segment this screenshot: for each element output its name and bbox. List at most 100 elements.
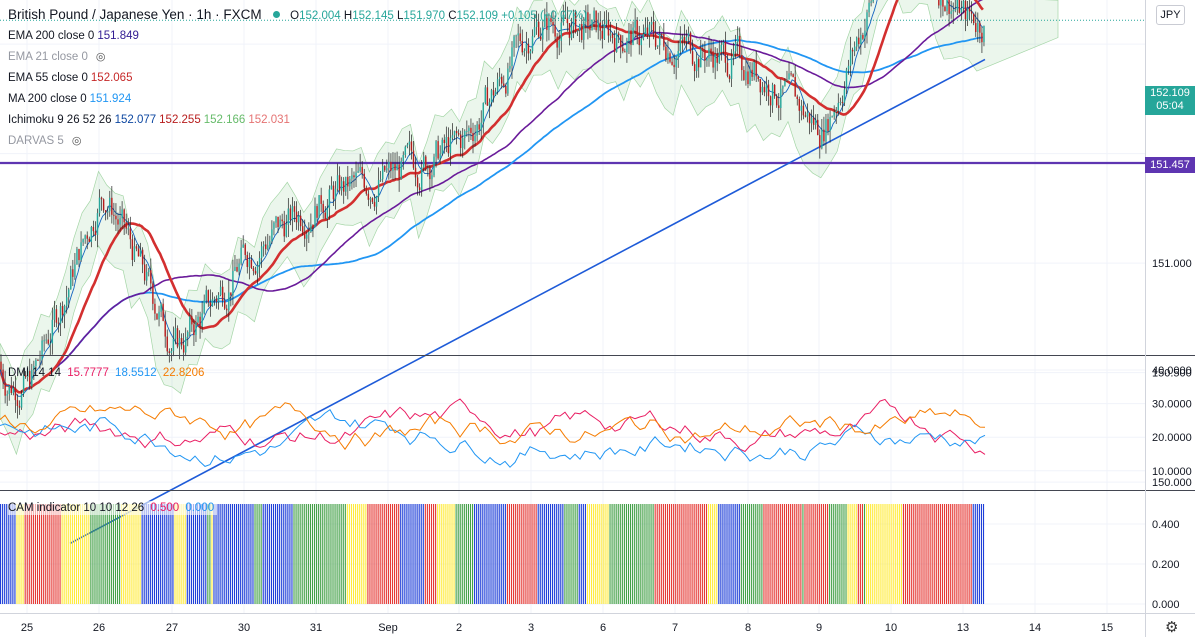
cam-bar	[958, 504, 960, 604]
cam-bar	[506, 504, 508, 604]
cam-bar	[129, 504, 131, 604]
price-pane[interactable]	[0, 0, 1145, 545]
candle-body	[864, 30, 866, 39]
cam-bar	[701, 504, 703, 604]
cam-bar	[818, 504, 820, 604]
candle-body	[698, 58, 700, 68]
candle-body	[730, 57, 733, 79]
price-axis-label: 150.500	[1152, 368, 1192, 380]
indicator-row[interactable]: EMA 55 close 0 152.065	[8, 71, 135, 85]
candle-body	[78, 249, 80, 261]
hidden-eye-icon[interactable]: ◎	[71, 135, 82, 147]
candle-body	[695, 58, 698, 72]
dmi-label[interactable]: DMI 14 14	[8, 367, 62, 379]
candle-body	[63, 305, 66, 316]
cam-bar	[556, 504, 558, 604]
cam-bar	[373, 504, 375, 604]
time-axis-label: 13	[957, 622, 969, 634]
candle-body	[215, 298, 218, 302]
cam-bar	[917, 504, 919, 604]
candle-body	[53, 309, 56, 320]
dmi-pane[interactable]	[0, 398, 986, 468]
candle-body	[148, 270, 150, 272]
candle-body	[184, 336, 187, 353]
cam-bar	[849, 504, 851, 604]
dmi-legend: DMI 14 14 15.7777 18.5512 22.8206	[8, 366, 207, 380]
cam-bar	[673, 504, 675, 604]
candle-body	[402, 155, 404, 162]
indicator-value: 152.077	[114, 114, 157, 126]
candle-body	[86, 235, 88, 239]
cam-bar	[578, 504, 580, 604]
cam-bar	[744, 504, 747, 604]
cam-bar	[868, 504, 870, 604]
cam-pane[interactable]	[0, 504, 985, 604]
cam-bar	[623, 504, 625, 604]
candle-body	[396, 164, 398, 171]
cam-bar	[640, 504, 642, 604]
indicator-row[interactable]: EMA 200 close 0 151.849	[8, 29, 142, 43]
cam-bar	[517, 504, 519, 604]
candle-body	[343, 181, 345, 192]
candle-body	[790, 73, 792, 75]
symbol-title[interactable]: British Pound / Japanese Yen · 1h · FXCM	[8, 7, 262, 22]
cam-bar	[114, 504, 117, 604]
cam-bar	[205, 504, 207, 604]
candle-body	[548, 18, 550, 30]
candle-body	[285, 224, 287, 237]
candle-body	[632, 27, 634, 45]
cam-bar	[632, 504, 634, 604]
ohlc-readout: O152.004 H152.145 L151.970 C152.109 +0.1…	[290, 10, 587, 22]
cam-bar	[326, 504, 328, 604]
cam-bar	[831, 504, 833, 604]
candle-body	[353, 175, 355, 178]
price-axis-label: 151.000	[1152, 258, 1192, 270]
cam-bar	[890, 504, 892, 604]
cam-bar	[742, 504, 744, 604]
indicator-row[interactable]: EMA 21 close 0 ◎	[8, 50, 109, 64]
cam-bar	[297, 504, 299, 604]
candle-body	[4, 382, 6, 396]
dmi-axis-label: 10.0000	[1152, 466, 1192, 478]
cam-bar	[554, 504, 556, 604]
cam-bar	[738, 504, 740, 604]
candle-body	[232, 270, 234, 296]
candle-body	[207, 290, 210, 303]
cam-bar	[394, 504, 396, 604]
candle-body	[642, 34, 645, 39]
cam-bar	[324, 504, 326, 604]
candle-body	[357, 171, 359, 173]
cam-bar	[86, 504, 88, 604]
settings-gear-icon[interactable]: ⚙	[1165, 619, 1179, 636]
cam-bar	[964, 504, 966, 604]
candle-body	[640, 38, 642, 46]
cam-label[interactable]: CAM indicator 10 10 12 26	[8, 502, 145, 514]
candle-body	[601, 30, 604, 39]
candle-body	[523, 50, 526, 53]
candle-body	[589, 26, 591, 31]
candle-body	[369, 198, 372, 200]
indicator-row[interactable]: DARVAS 5 ◎	[8, 134, 84, 148]
cam-bar	[61, 504, 63, 604]
indicator-value: 152.065	[90, 72, 133, 84]
cam-bar	[26, 504, 28, 604]
cam-bar	[73, 504, 76, 604]
candle-body	[80, 242, 82, 261]
cam-bar	[666, 504, 669, 604]
cam-bar	[484, 504, 486, 604]
candle-body	[68, 289, 70, 298]
candle-body	[39, 359, 41, 361]
candle-body	[472, 132, 474, 142]
indicator-row[interactable]: MA 200 close 0 151.924	[8, 92, 134, 106]
cam-bar	[18, 504, 20, 604]
cam-bar	[258, 504, 260, 604]
indicator-row[interactable]: Ichimoku 9 26 52 26 152.077 152.255 152.166…	[8, 113, 293, 127]
candle-body	[806, 112, 809, 117]
currency-button[interactable]: JPY	[1156, 5, 1185, 25]
candle-body	[613, 38, 616, 52]
candle-body	[634, 20, 636, 28]
cam-bar	[599, 504, 601, 604]
hidden-eye-icon[interactable]: ◎	[95, 51, 106, 63]
candle-body	[49, 343, 51, 345]
